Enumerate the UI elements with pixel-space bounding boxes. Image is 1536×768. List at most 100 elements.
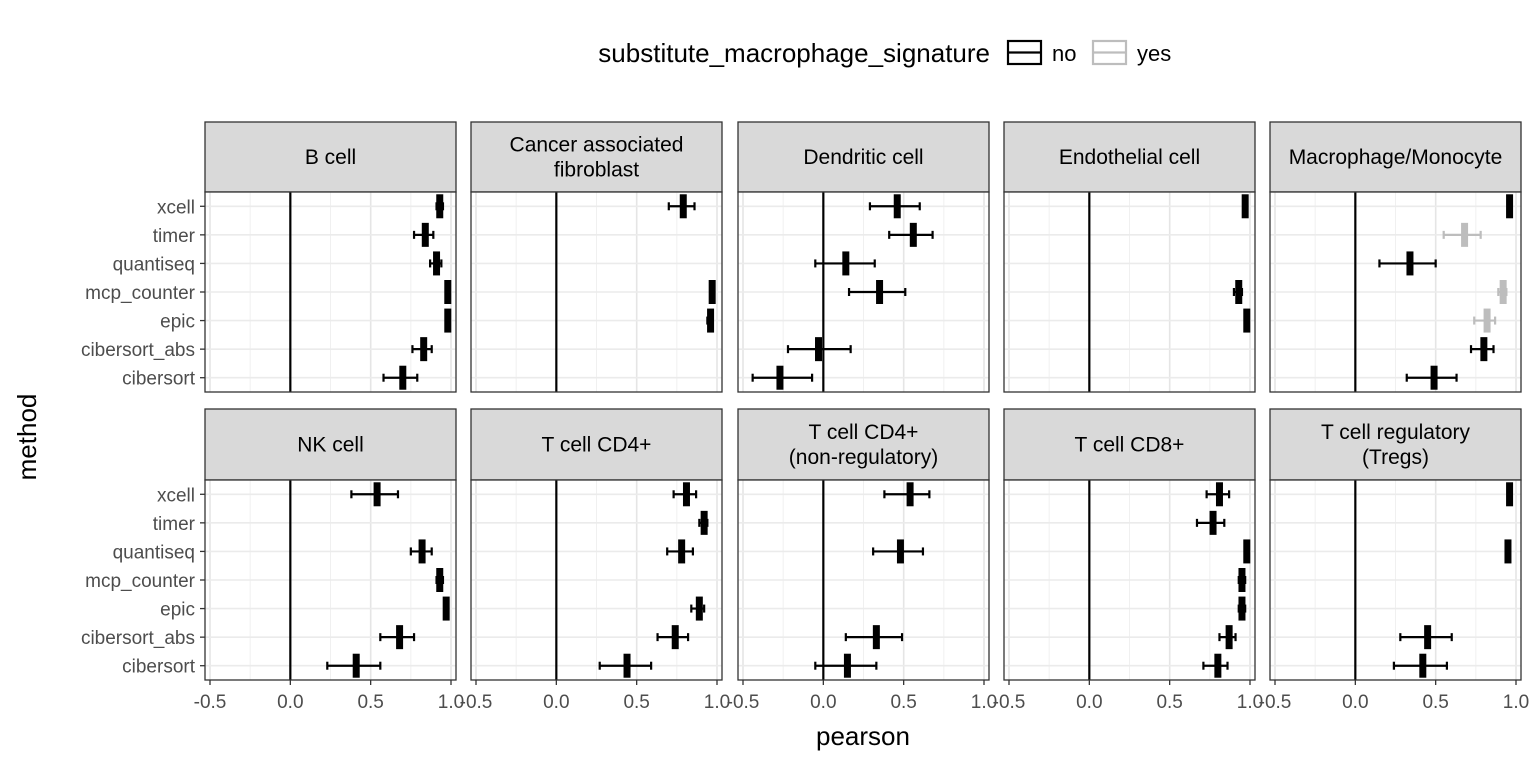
x-tick-label: 0.0 <box>277 692 303 713</box>
panel-border <box>1003 191 1256 393</box>
point-estimate-cibersort <box>623 653 631 678</box>
point-estimate-cibersort_abs <box>420 337 428 362</box>
panel-border <box>1269 479 1522 681</box>
point-estimate-epic <box>1243 308 1251 333</box>
point-estimate-xcell <box>679 194 687 219</box>
panel-3: Dendritic cell <box>737 121 990 393</box>
point-estimate-cibersort_abs <box>671 625 679 650</box>
point-estimate-cibersort_abs <box>872 625 880 650</box>
y-tick-label-xcell: xcell <box>157 485 195 506</box>
panel-border <box>470 479 723 681</box>
facet-strip <box>204 121 457 193</box>
facet-strip <box>470 408 723 481</box>
point-estimate-quantiseq <box>842 251 850 276</box>
point-estimate-quantiseq <box>1243 539 1251 564</box>
x-tick-label: -0.5 <box>993 692 1026 713</box>
legend: substitute_macrophage_signature no yes <box>598 38 1171 68</box>
point-estimate-cibersort_abs <box>1225 625 1233 650</box>
x-tick-label: -0.5 <box>460 692 493 713</box>
x-tick-label: 0.0 <box>1342 692 1368 713</box>
x-axis-label: pearson <box>816 721 910 751</box>
panel-border <box>1003 479 1256 681</box>
point-estimate-timer <box>909 222 917 247</box>
y-tick-label-quantiseq: quantiseq <box>113 542 195 563</box>
facet-title: (non-regulatory) <box>789 446 938 469</box>
y-tick-label-epic: epic <box>160 600 195 621</box>
point-estimate-epic <box>442 596 450 621</box>
facet-strip <box>1269 408 1522 481</box>
point-estimate-epic <box>1238 596 1246 621</box>
x-tick-label: 0.5 <box>1156 692 1182 713</box>
point-estimate-cibersort <box>1419 653 1427 678</box>
point-estimate-mcp_counter <box>444 280 452 304</box>
legend-title: substitute_macrophage_signature <box>598 38 990 68</box>
point-estimate-mcp_counter <box>436 568 444 592</box>
x-tick-label: 0.5 <box>623 692 649 713</box>
point-estimate-quantiseq <box>1406 251 1414 276</box>
point-estimate-epic <box>695 596 703 621</box>
y-tick-label-cibersort: cibersort <box>122 369 196 390</box>
point-estimate-quantiseq <box>1504 539 1512 564</box>
facet-strip <box>737 408 990 481</box>
facet-title: T cell regulatory <box>1321 421 1471 444</box>
panel-border <box>470 191 723 393</box>
facet-strip <box>1269 121 1522 193</box>
facet-title: (Tregs) <box>1362 446 1429 469</box>
point-estimate-mcp_counter <box>1235 280 1243 304</box>
panel-4: Endothelial cell <box>1003 121 1256 393</box>
facet-title: Macrophage/Monocyte <box>1289 146 1503 169</box>
point-estimate-mcp_counter <box>708 280 716 304</box>
panel-border <box>737 479 990 681</box>
panel-border <box>1269 191 1522 393</box>
y-axis-label: method <box>12 394 42 481</box>
facet-title: Dendritic cell <box>803 146 923 169</box>
point-estimate-xcell <box>1215 482 1223 507</box>
point-estimate-epic <box>707 308 715 333</box>
x-tick-label: 0.5 <box>1422 692 1448 713</box>
point-estimate-timer <box>1209 510 1217 535</box>
facet-title: B cell <box>305 146 356 169</box>
point-estimate-timer <box>1461 222 1469 247</box>
y-tick-label-cibersort: cibersort <box>122 657 196 678</box>
point-estimate-cibersort <box>1430 365 1438 390</box>
point-estimate-mcp_counter <box>1238 568 1246 592</box>
x-tick-label: 0.0 <box>810 692 836 713</box>
panel-1: B cell xcell timer quantiseq mcp_counterepic… <box>81 121 457 393</box>
panel-9: T cell CD8+ -0.5 0.0 0.5 1.0 <box>993 408 1263 713</box>
point-estimate-cibersort <box>352 653 360 678</box>
facet-strip <box>204 408 457 481</box>
y-tick-label-quantiseq: quantiseq <box>113 254 195 275</box>
y-tick-label-timer: timer <box>153 226 196 247</box>
point-estimate-cibersort_abs <box>1480 337 1488 362</box>
point-estimate-xcell <box>1241 194 1249 219</box>
point-estimate-xcell <box>436 194 444 219</box>
y-tick-label-timer: timer <box>153 514 196 535</box>
point-estimate-xcell <box>893 194 901 219</box>
facet-title: T cell CD4+ <box>542 434 652 457</box>
panel-5: Macrophage/Monocyte <box>1269 121 1522 393</box>
facet-title: T cell CD8+ <box>1075 434 1185 457</box>
facet-title: fibroblast <box>554 159 639 182</box>
y-tick-label-cibersort_abs: cibersort_abs <box>81 340 195 361</box>
y-tick-label-cibersort_abs: cibersort_abs <box>81 628 195 649</box>
point-estimate-timer <box>421 222 429 247</box>
point-estimate-cibersort_abs <box>1424 625 1432 650</box>
point-estimate-cibersort <box>399 365 407 390</box>
panel-10: T cell regulatory(Tregs) -0.5 0.0 0.5 1.0 <box>1259 408 1529 713</box>
panel-7: T cell CD4+ -0.5 0.0 0.5 1.0 <box>460 408 730 713</box>
x-tick-label: -0.5 <box>727 692 760 713</box>
point-estimate-cibersort <box>1214 653 1222 678</box>
point-estimate-mcp_counter <box>876 280 884 304</box>
point-estimate-mcp_counter <box>1499 280 1507 304</box>
panel-6: NK cell xcell timer quantiseq mcp_counterepi… <box>81 408 464 713</box>
point-estimate-epic <box>444 308 452 333</box>
y-tick-label-epic: epic <box>160 312 195 333</box>
x-tick-label: 1.0 <box>971 692 997 713</box>
point-estimate-cibersort_abs <box>396 625 404 650</box>
point-estimate-xcell <box>373 482 381 507</box>
point-estimate-cibersort_abs <box>815 337 823 362</box>
x-tick-label: -0.5 <box>1259 692 1292 713</box>
point-estimate-quantiseq <box>418 539 426 564</box>
